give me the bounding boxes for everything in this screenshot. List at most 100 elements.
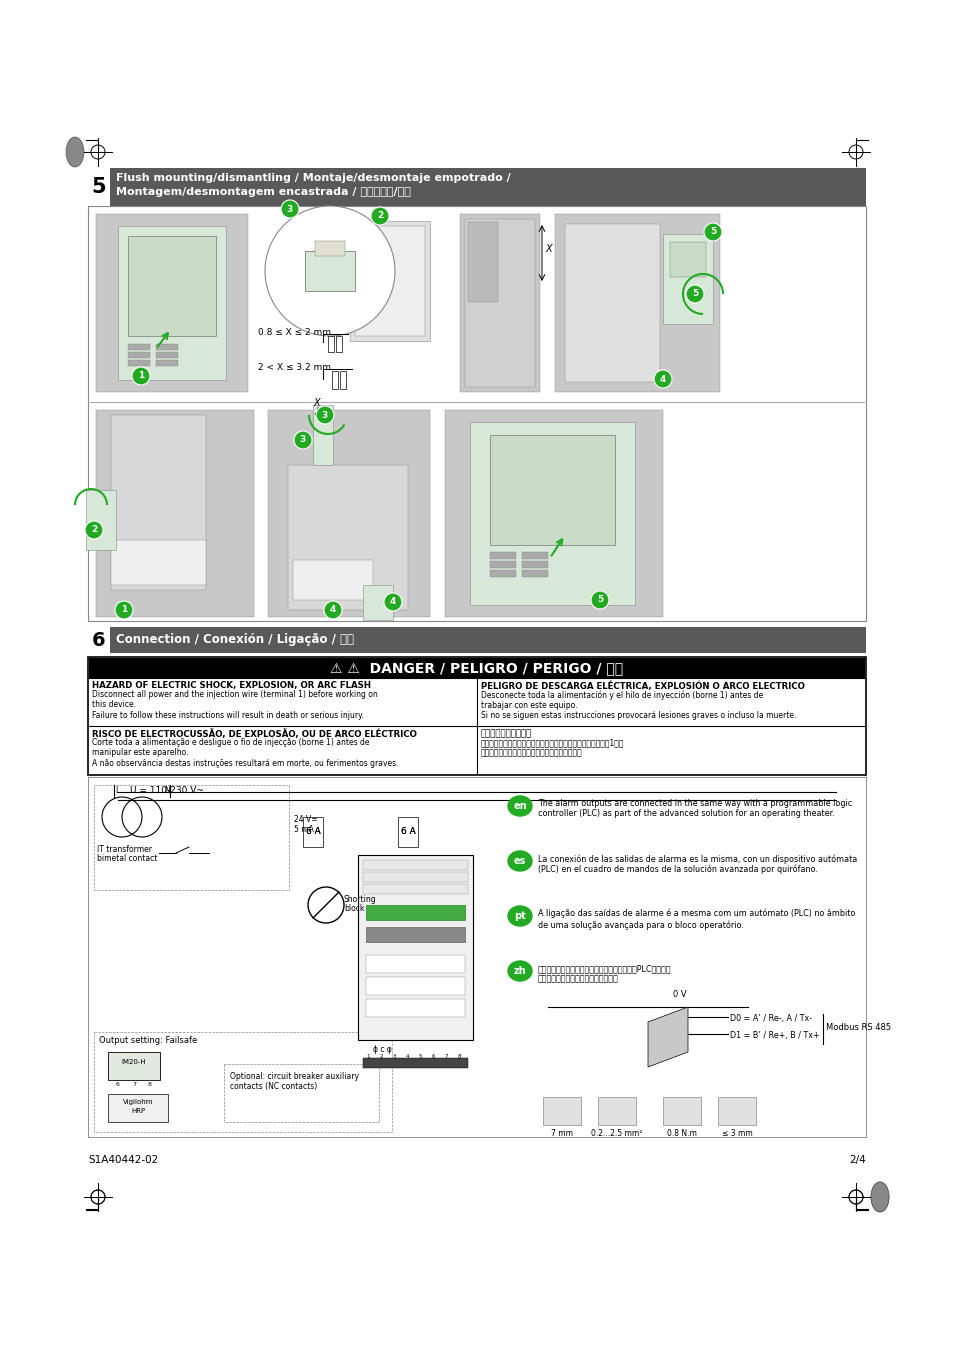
Text: 5: 5: [91, 177, 106, 197]
Bar: [366, 927, 464, 942]
Text: 0.8 N.m: 0.8 N.m: [666, 1129, 697, 1138]
Text: A ligação das saídas de alarme é a mesma com um autómato (PLC) no âmbito
de uma : A ligação das saídas de alarme é a mesma…: [537, 909, 855, 930]
Ellipse shape: [507, 961, 532, 981]
Circle shape: [85, 521, 103, 539]
Bar: [339, 371, 346, 389]
Text: 2: 2: [91, 525, 97, 535]
Bar: [88, 626, 865, 653]
Text: es: es: [514, 856, 526, 865]
Text: 3: 3: [392, 1054, 395, 1058]
Bar: [470, 423, 635, 605]
Bar: [521, 570, 547, 576]
Bar: [335, 336, 341, 352]
Text: 5: 5: [691, 289, 698, 298]
Polygon shape: [647, 1007, 687, 1066]
Text: 1: 1: [121, 606, 127, 614]
Text: PELIGRO DE DESCARGA ELÉCTRICA, EXPLOSIÓN O ARCO ELECTRICO: PELIGRO DE DESCARGA ELÉCTRICA, EXPLOSIÓN…: [480, 680, 804, 690]
Text: Shorting: Shorting: [344, 895, 376, 905]
Text: 7: 7: [444, 1054, 447, 1058]
Bar: [464, 219, 535, 387]
Text: en: en: [513, 801, 526, 811]
Text: 0 V: 0 V: [672, 990, 686, 999]
Bar: [128, 360, 150, 366]
Text: HRP: HRP: [131, 1108, 145, 1114]
Text: Corte toda a alimentação e desligue o fio de injecção (borne 1) antes de
manipul: Corte toda a alimentação e desligue o fi…: [91, 738, 398, 768]
Text: 电击、爆炸或电弧危险: 电击、爆炸或电弧危险: [480, 729, 532, 738]
Text: Montagem/desmontagem encastrada / 平齐安装法/拆卸: Montagem/desmontagem encastrada / 平齐安装法/…: [116, 188, 411, 197]
Circle shape: [654, 370, 671, 387]
Text: 8: 8: [456, 1054, 460, 1058]
Text: X: X: [313, 398, 319, 408]
Bar: [328, 336, 334, 352]
Bar: [366, 977, 464, 995]
Text: 0.8 ≤ X ≤ 2 mm: 0.8 ≤ X ≤ 2 mm: [257, 328, 331, 338]
Bar: [128, 236, 215, 336]
Text: 3: 3: [321, 410, 328, 420]
Bar: [490, 570, 516, 576]
Circle shape: [294, 431, 312, 450]
Bar: [314, 242, 345, 256]
Ellipse shape: [507, 850, 532, 871]
Text: 7 mm: 7 mm: [551, 1129, 573, 1138]
Bar: [293, 560, 373, 599]
Bar: [490, 552, 516, 559]
Ellipse shape: [66, 136, 84, 167]
Bar: [350, 221, 430, 342]
Text: 1: 1: [138, 371, 144, 381]
Text: L: L: [114, 786, 119, 795]
Bar: [363, 860, 468, 869]
Bar: [156, 344, 178, 350]
Text: 2: 2: [376, 212, 383, 220]
Bar: [88, 626, 110, 653]
Bar: [88, 778, 865, 1137]
Text: Optional: circuit breaker auxiliary
contacts (NC contacts): Optional: circuit breaker auxiliary cont…: [230, 1072, 358, 1091]
Bar: [108, 1094, 168, 1122]
Bar: [128, 352, 150, 358]
Text: Disconnect all power and the injection wire (terminal 1) before working on
this : Disconnect all power and the injection w…: [91, 690, 377, 720]
Bar: [88, 167, 110, 207]
Bar: [88, 167, 865, 207]
Bar: [118, 225, 226, 379]
Circle shape: [703, 223, 721, 242]
Text: Output setting: Failsafe: Output setting: Failsafe: [99, 1035, 197, 1045]
Bar: [564, 224, 659, 382]
Circle shape: [384, 593, 401, 612]
Ellipse shape: [507, 796, 532, 815]
Bar: [521, 552, 547, 559]
Text: 6: 6: [92, 630, 106, 649]
Bar: [94, 1031, 392, 1133]
Text: 5: 5: [597, 595, 602, 605]
Text: HAZARD OF ELECTRIC SHOCK, EXPLOSION, OR ARC FLASH: HAZARD OF ELECTRIC SHOCK, EXPLOSION, OR …: [91, 680, 371, 690]
Text: 6 A: 6 A: [305, 828, 320, 837]
Bar: [355, 225, 424, 336]
Text: ϕ c φ: ϕ c φ: [373, 1045, 392, 1054]
Bar: [128, 344, 150, 350]
Bar: [156, 352, 178, 358]
Text: 0.2...2.5 mm²: 0.2...2.5 mm²: [591, 1129, 642, 1138]
Text: 报警输出采用相同的方式与可编程逻辑控制器（PLC）相连，
作为手术室高级解决方案的组成部分。: 报警输出采用相同的方式与可编程逻辑控制器（PLC）相连， 作为手术室高级解决方案…: [537, 964, 671, 983]
Text: 3: 3: [299, 436, 306, 444]
Text: La conexión de las salidas de alarma es la misma, con un dispositivo autómata
(P: La conexión de las salidas de alarma es …: [537, 855, 857, 875]
Bar: [88, 657, 865, 775]
Bar: [89, 657, 864, 678]
Text: IM20-H: IM20-H: [122, 1058, 146, 1065]
Text: bimetal contact: bimetal contact: [97, 855, 157, 863]
Bar: [363, 1058, 468, 1068]
Bar: [363, 884, 468, 894]
Text: 4: 4: [330, 606, 335, 614]
Bar: [96, 410, 253, 617]
Text: zh: zh: [513, 967, 526, 976]
Bar: [313, 405, 333, 464]
Text: U = 110-230 V~: U = 110-230 V~: [130, 786, 204, 795]
Text: 1: 1: [366, 1054, 370, 1058]
Text: X: X: [544, 244, 551, 254]
Bar: [662, 1098, 700, 1125]
Bar: [268, 410, 430, 617]
Text: 8: 8: [148, 1081, 152, 1087]
Bar: [86, 490, 116, 549]
Circle shape: [685, 285, 703, 302]
Bar: [156, 360, 178, 366]
Text: block: block: [344, 904, 364, 913]
Bar: [303, 817, 323, 846]
Bar: [96, 215, 248, 392]
